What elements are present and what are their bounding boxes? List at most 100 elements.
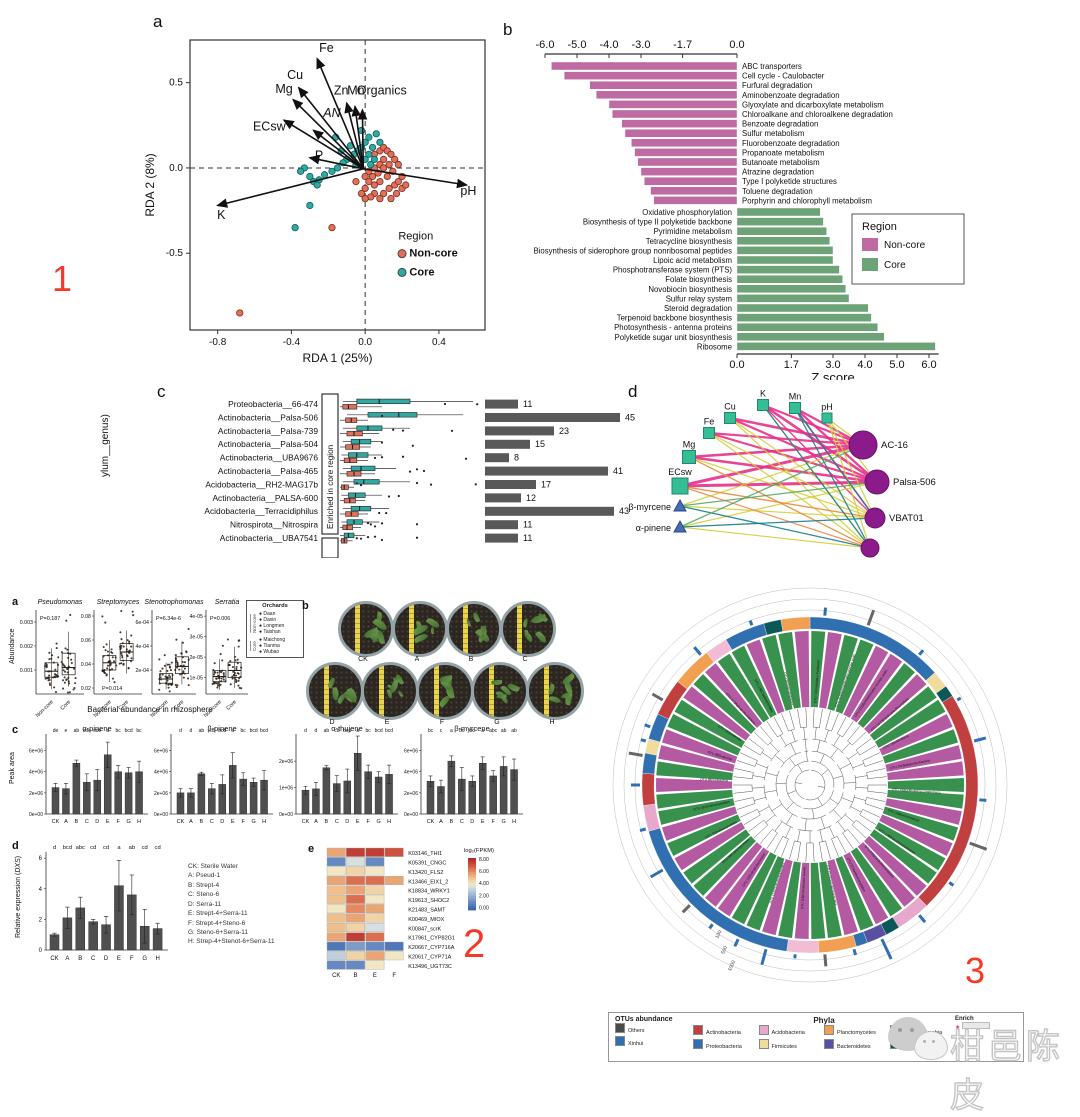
core-region-box-label: Enriched in core region: [326, 444, 335, 529]
treatment-line: G: Steno-6+Serra-11: [188, 928, 275, 937]
svg-text:Nitrospirota__Nitrospira: Nitrospirota__Nitrospira: [230, 520, 318, 530]
voc-subplot: α-thujene0e+001e+062e+06dCKdAabBcdCbcdDa…: [279, 724, 398, 825]
orchards-group: Non-core● Daan● Daxin● Longmen● Taishan: [250, 611, 300, 635]
figure-number-1: 1: [52, 258, 72, 300]
svg-text:-4.0: -4.0: [600, 39, 619, 51]
svg-text:CK: CK: [302, 819, 310, 825]
svg-text:-5.0: -5.0: [568, 39, 587, 51]
svg-text:Actinobacteria__Palsa-739: Actinobacteria__Palsa-739: [218, 426, 318, 436]
svg-text:P=0.006: P=0.006: [210, 616, 230, 622]
svg-text:1e+06: 1e+06: [279, 786, 293, 792]
svg-text:K05391_CNGC: K05391_CNGC: [408, 861, 446, 867]
svg-text:Furfural degradation: Furfural degradation: [742, 81, 812, 90]
svg-text:F: F: [130, 956, 134, 962]
svg-text:bc: bc: [428, 728, 434, 734]
svg-text:E: E: [106, 819, 110, 825]
svg-text:Phosphotransferase system (PTS: Phosphotransferase system (PTS): [613, 266, 733, 275]
svg-text:2e+06: 2e+06: [279, 759, 293, 765]
svg-text:Proteobacteria__66-474: Proteobacteria__66-474: [228, 399, 318, 409]
svg-text:2.00: 2.00: [479, 893, 489, 899]
svg-text:K13466_EIX1_2: K13466_EIX1_2: [408, 879, 448, 885]
svg-text:4: 4: [39, 887, 43, 893]
fig2-panel-b-letter: b: [302, 600, 309, 612]
svg-text:K: K: [760, 389, 766, 399]
svg-text:4.0: 4.0: [857, 359, 872, 371]
pot-photo-E: [361, 662, 419, 720]
svg-text:0.5: 0.5: [169, 78, 183, 89]
y-axis-label: RDA 2 (8%): [143, 153, 157, 216]
ruler: [489, 665, 494, 717]
svg-text:CK: CK: [52, 819, 60, 825]
svg-text:ECsw: ECsw: [253, 119, 287, 133]
svg-text:500: 500: [720, 945, 729, 955]
svg-text:Toluene degradation: Toluene degradation: [742, 187, 813, 196]
svg-text:4e+06: 4e+06: [29, 770, 43, 776]
svg-text:4e+06: 4e+06: [154, 770, 168, 776]
svg-text:CK: CK: [427, 819, 435, 825]
svg-text:4e-04: 4e-04: [135, 644, 149, 650]
svg-text:bcd: bcd: [375, 728, 383, 734]
peak-area-ylabel: Peak area: [9, 752, 16, 784]
svg-text:ab: ab: [511, 728, 517, 734]
svg-text:a: a: [106, 728, 109, 734]
treatment-line: H: Strep-4+Stenot-6+Serra-11: [188, 937, 275, 946]
svg-text:H: H: [512, 819, 516, 825]
svg-text:Non-core: Non-core: [884, 240, 926, 251]
svg-text:Mn: Mn: [789, 392, 802, 402]
svg-text:Terpenoid backbone biosynthesi: Terpenoid backbone biosynthesis: [617, 314, 732, 323]
orchards-title: Orchards: [250, 603, 300, 609]
svg-text:Core: Core: [409, 266, 434, 278]
svg-text:a: a: [356, 728, 359, 734]
orchard-item: ● Taishan: [259, 629, 284, 635]
phyla-item: Proteobacteria: [693, 1039, 759, 1053]
svg-text:6e+06: 6e+06: [404, 749, 418, 755]
boxplot-row: [340, 480, 477, 490]
svg-text:ECsw: ECsw: [668, 467, 692, 477]
svg-text:Butanoate metabolism: Butanoate metabolism: [742, 158, 820, 167]
svg-text:0.0: 0.0: [358, 337, 372, 348]
svg-text:0.002: 0.002: [20, 644, 33, 650]
svg-text:2e-04: 2e-04: [135, 668, 149, 674]
svg-text:ab: ab: [74, 728, 80, 734]
svg-text:de: de: [53, 728, 59, 734]
svg-text:0.00: 0.00: [479, 905, 489, 911]
fig2a-caption: Bacterial abundance in rhizosphere: [40, 705, 260, 714]
svg-text:P=6.34e-6: P=6.34e-6: [156, 616, 181, 622]
orchards-side-label: Non-core: [250, 614, 257, 633]
svg-text:0.003: 0.003: [20, 620, 33, 626]
svg-text:K20667_CYP716A: K20667_CYP716A: [408, 945, 455, 951]
svg-text:β-myrcene: β-myrcene: [628, 502, 671, 512]
count-bar: [485, 426, 554, 435]
svg-text:B: B: [450, 819, 454, 825]
svg-text:0.04: 0.04: [81, 662, 91, 668]
svg-text:P=0.014: P=0.014: [102, 686, 122, 692]
svg-text:G: G: [501, 819, 505, 825]
phyla-item: Actinobacteria: [693, 1025, 759, 1039]
svg-text:Atrazine degradation: Atrazine degradation: [742, 168, 814, 177]
svg-text:abc: abc: [76, 845, 85, 851]
svg-text:0.02: 0.02: [81, 686, 91, 692]
svg-text:ABC transporters: ABC transporters: [742, 62, 802, 71]
svg-text:cd: cd: [209, 728, 215, 734]
svg-text:cde: cde: [83, 728, 91, 734]
boxplot-row: [340, 399, 478, 409]
otus-abundance-title: OTUs abundance: [615, 1016, 693, 1023]
watermark-text: 柑邑陈皮: [950, 1019, 1080, 1117]
svg-text:2e+06: 2e+06: [29, 791, 43, 797]
svg-text:Sulfur metabolism: Sulfur metabolism: [742, 129, 804, 138]
svg-text:Mg: Mg: [275, 82, 292, 96]
core-enrichment-svg: ylum__genus)Enriched in core regionProte…: [100, 382, 640, 558]
svg-text:bcd: bcd: [125, 728, 133, 734]
svg-text:Actinobacteria__Palsa-506: Actinobacteria__Palsa-506: [218, 412, 318, 422]
svg-text:0.0: 0.0: [729, 39, 744, 51]
svg-text:B: B: [78, 956, 82, 962]
svg-text:F: F: [491, 819, 495, 825]
pot-photo-G: [471, 662, 529, 720]
svg-text:11: 11: [523, 520, 532, 530]
svg-text:ab: ab: [129, 845, 135, 851]
